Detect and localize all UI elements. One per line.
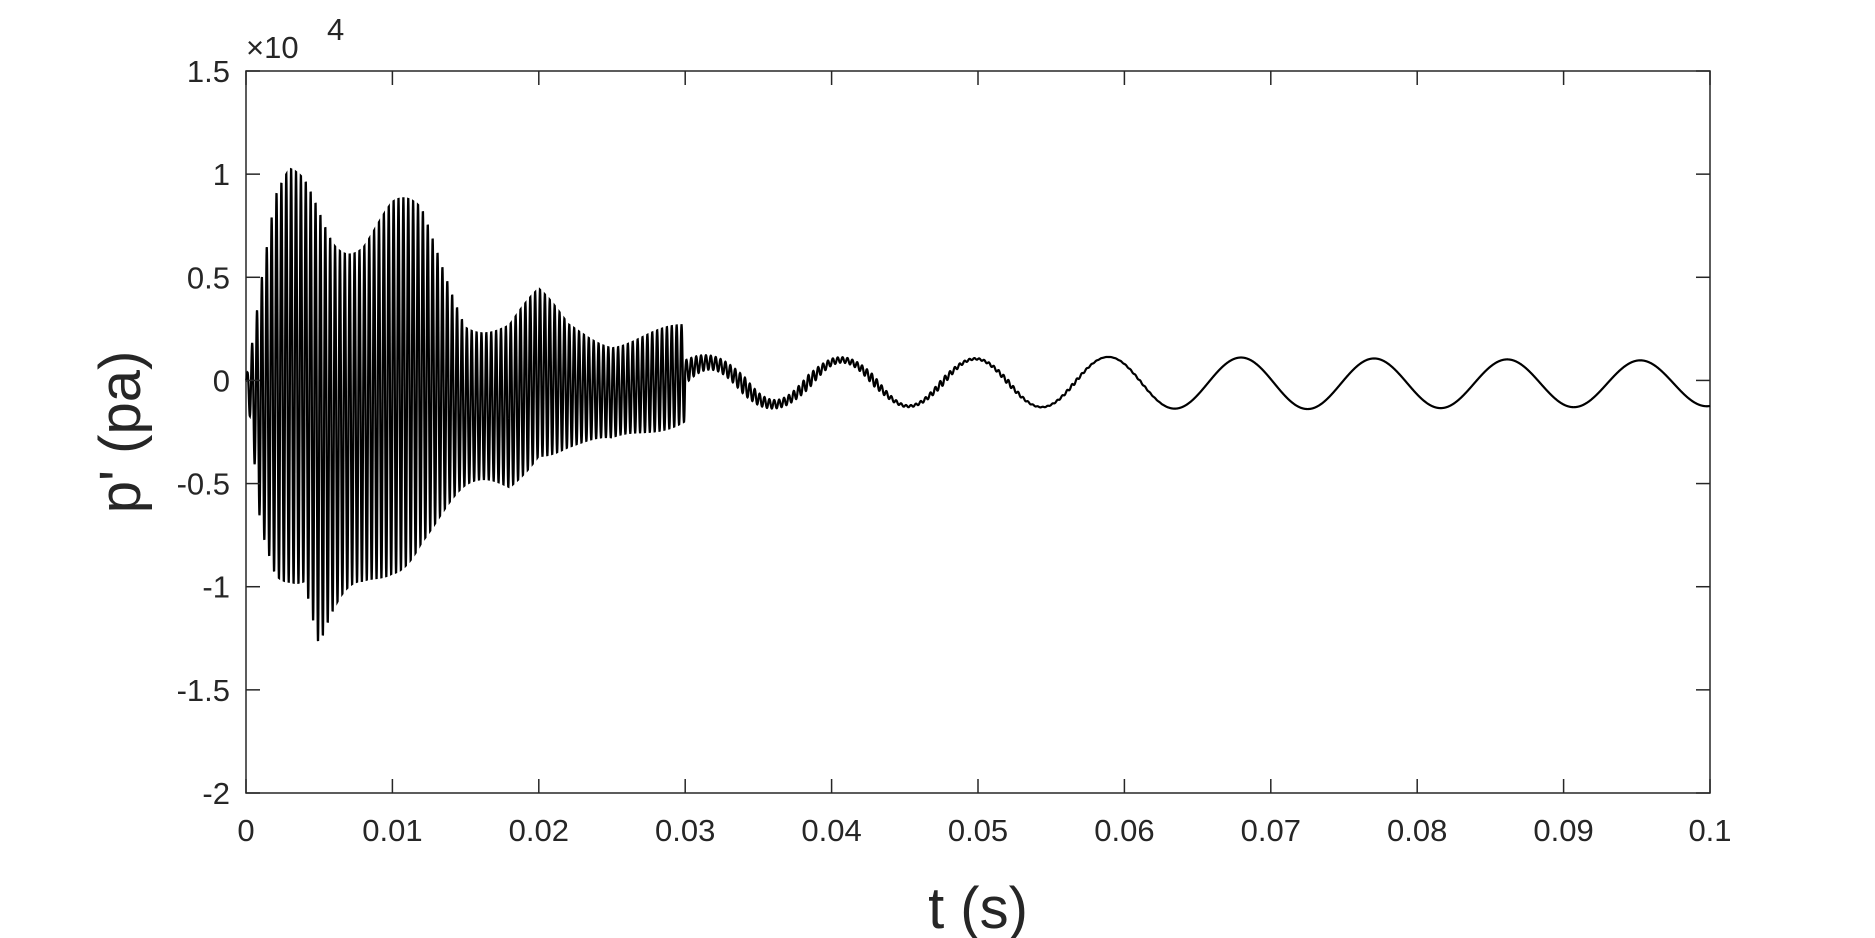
y-exponent: ×10 4 (246, 12, 344, 65)
x-tick-label: 0 (237, 813, 254, 848)
x-axis-ticks: 0 0.01 0.02 0.03 0.04 0.05 0.06 0.07 0.08 0.09 0.1 (237, 71, 1732, 848)
y-tick-label: 0.5 (187, 260, 230, 295)
y-tick-label: 1.5 (187, 54, 230, 89)
x-tick-label: 0.01 (362, 813, 422, 848)
y-exponent-base: ×10 (246, 30, 299, 65)
x-tick-label: 0.08 (1387, 813, 1447, 848)
y-tick-label: 0 (213, 363, 230, 398)
pressure-signal-line (245, 167, 1711, 642)
y-tick-label: 1 (213, 157, 230, 192)
y-axis-label: p' (pa) (88, 351, 153, 514)
y-tick-label: -1 (202, 570, 230, 605)
x-tick-label: 0.02 (509, 813, 569, 848)
y-exponent-power: 4 (327, 12, 344, 47)
x-tick-label: 0.04 (801, 813, 861, 848)
y-tick-label: -0.5 (177, 467, 230, 502)
y-tick-label: -1.5 (177, 673, 230, 708)
y-axis-ticks: -2 -1.5 -1 -0.5 0 0.5 1 1.5 (177, 54, 1710, 811)
x-tick-label: 0.03 (655, 813, 715, 848)
x-tick-label: 0.09 (1533, 813, 1593, 848)
x-tick-label: 0.1 (1688, 813, 1731, 848)
signal-layer (245, 167, 1711, 642)
x-tick-label: 0.06 (1094, 813, 1154, 848)
x-tick-label: 0.07 (1241, 813, 1301, 848)
x-axis-label: t (s) (928, 876, 1028, 938)
x-tick-label: 0.05 (948, 813, 1008, 848)
y-tick-label: -2 (202, 776, 230, 811)
